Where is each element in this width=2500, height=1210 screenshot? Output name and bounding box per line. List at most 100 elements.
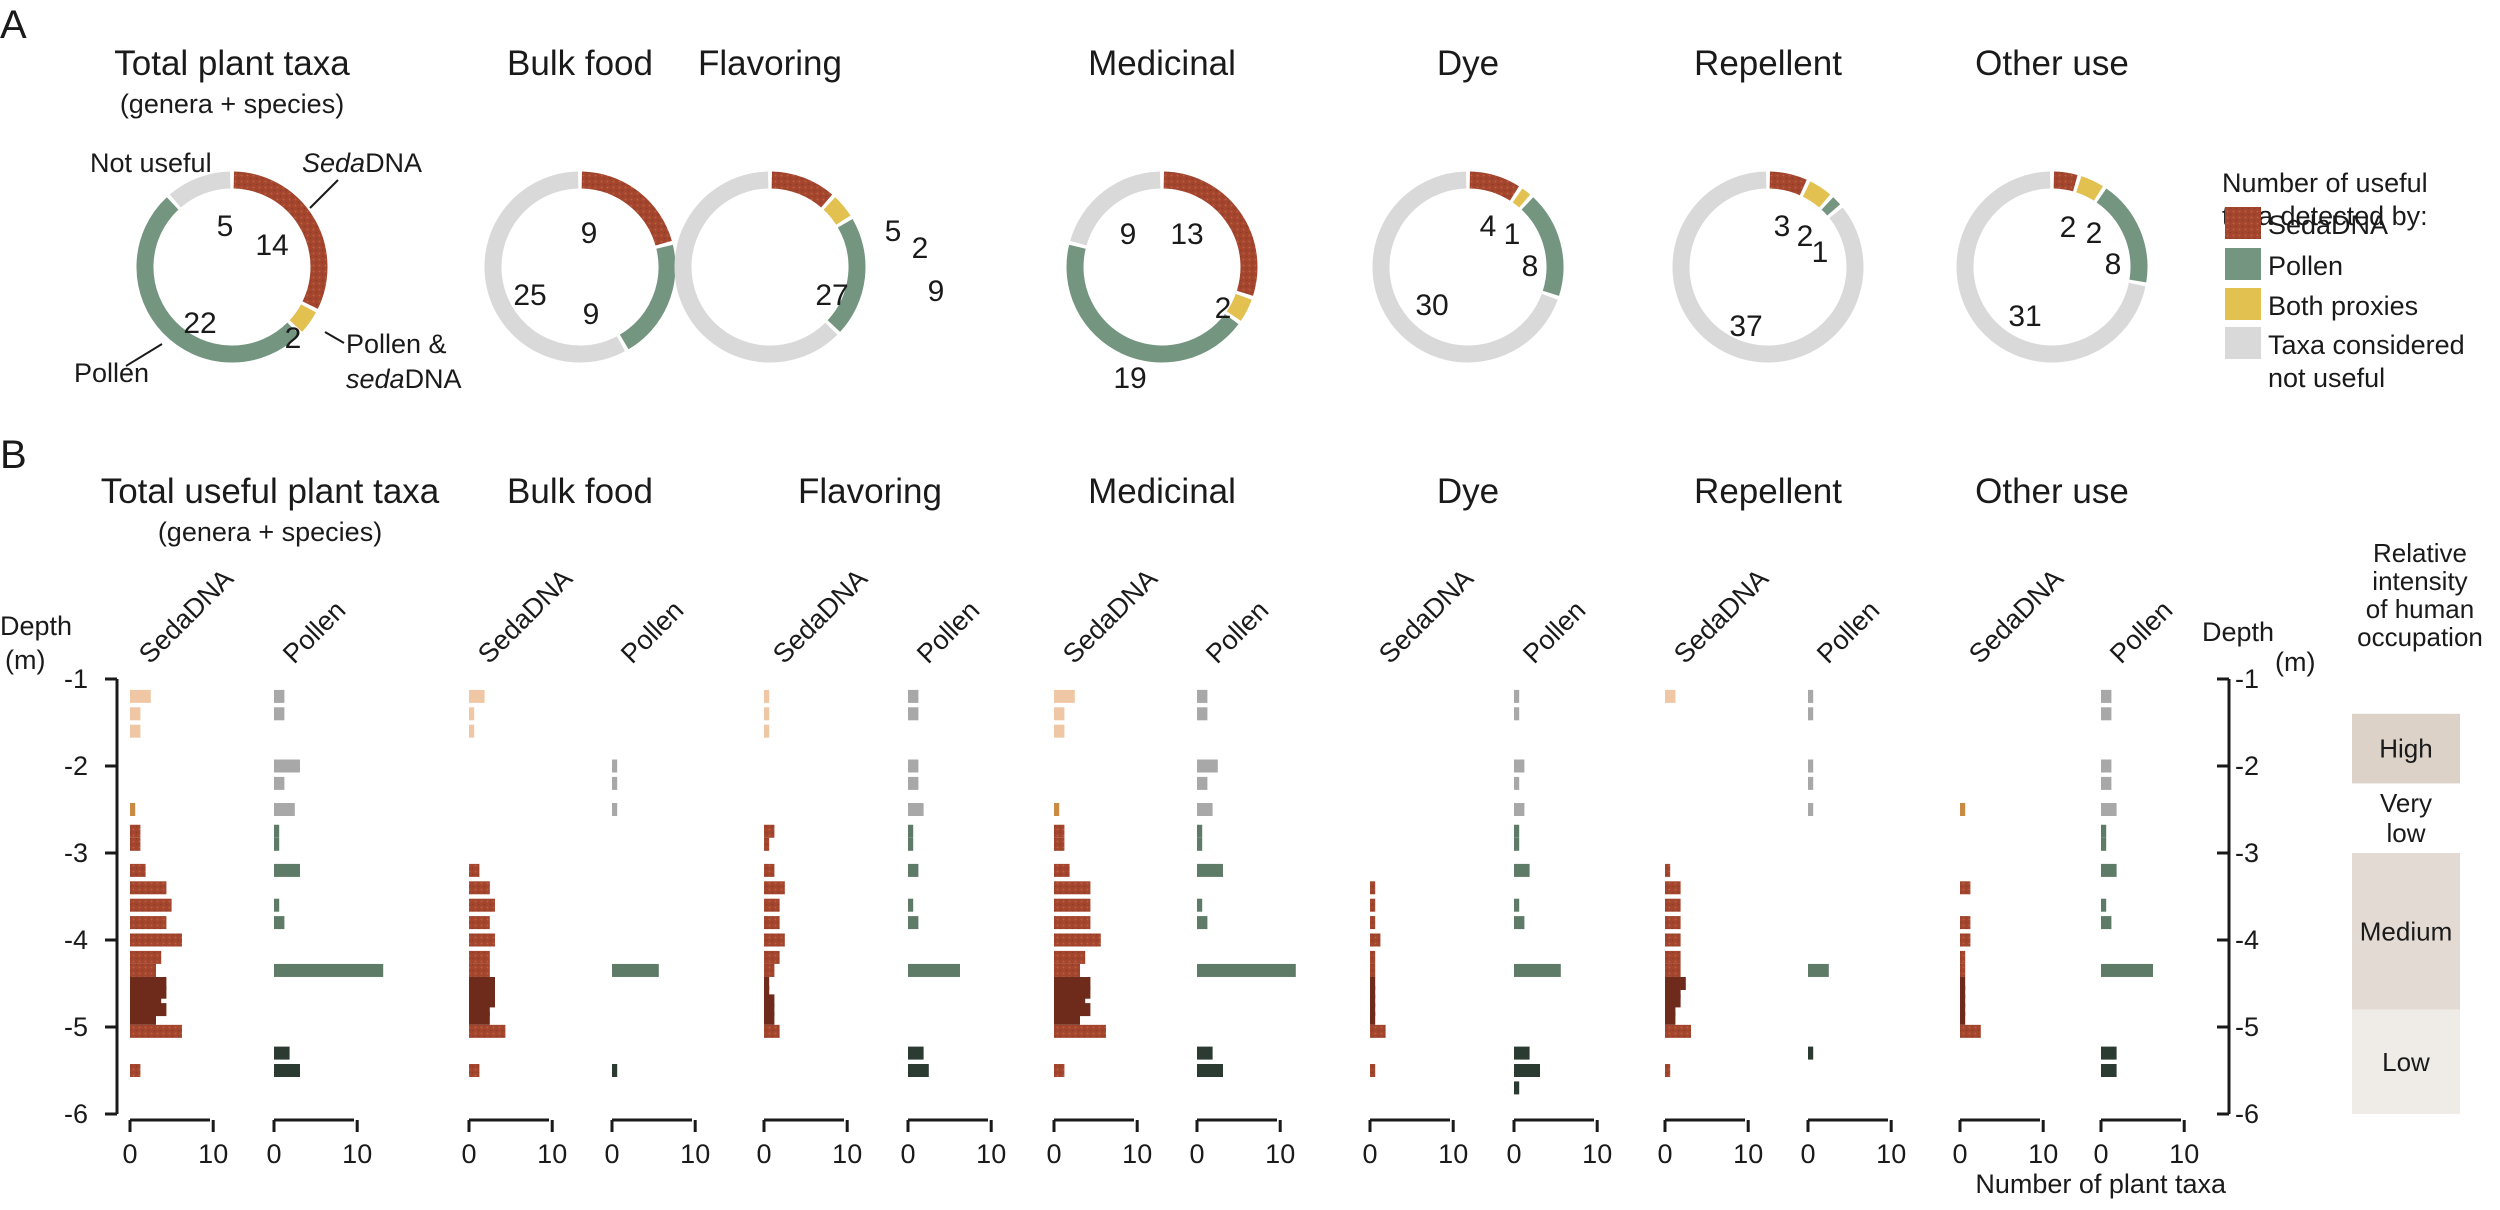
sedadna-bar: [1665, 963, 1681, 977]
pollen-bar: [1808, 707, 1814, 721]
donut-slice-pollen: [1521, 197, 1564, 296]
sedadna-bar: [130, 950, 162, 964]
x-axis: 0 10: [1189, 1118, 1295, 1169]
column-pollen: Pollen 0 10: [1800, 595, 1906, 1169]
sedadna-bar: [1054, 803, 1060, 816]
pollen-bar: [908, 898, 914, 912]
pollen-bar: [2101, 916, 2112, 930]
annotation-sedadna: SedaDNA: [302, 148, 422, 178]
x-axis: 0 10: [2093, 1118, 2199, 1169]
sedadna-bar: [1054, 824, 1065, 838]
pollen-bar: [1514, 689, 1520, 703]
y-tick-label-right: -2: [2235, 751, 2259, 781]
pollen-bar: [1197, 837, 1203, 851]
pollen-bar: [908, 759, 919, 773]
sedadna-bar: [1370, 985, 1376, 999]
pollen-bar: [908, 837, 914, 851]
legend-label: not useful: [2268, 363, 2385, 393]
sedadna-bar: [764, 994, 775, 1008]
x-axis: 0 10: [266, 1118, 372, 1169]
x-axis: 0 10: [756, 1118, 862, 1169]
sedadna-bar: [1054, 898, 1091, 912]
depth-group-medicinal: Medicinal SedaDNA 0 10 Pollen 0 10: [1046, 472, 1296, 1169]
sedadna-bar: [1370, 1011, 1376, 1025]
column-sedadna: SedaDNA 0 10: [1362, 563, 1479, 1169]
sedadna-bar: [1960, 963, 1966, 977]
pollen-bar: [1197, 803, 1213, 816]
pollen-bar: [1514, 1046, 1530, 1060]
panel-letter-a: A: [0, 3, 27, 47]
depth-group-bulk-food: Bulk food SedaDNA 0 10 Pollen 0 10: [461, 472, 710, 1169]
sedadna-bar: [1370, 994, 1376, 1008]
group-title: Medicinal: [1088, 472, 1236, 511]
x-tick-label: 10: [342, 1139, 372, 1169]
legend-swatch-pollen: [2225, 248, 2261, 280]
pollen-bar: [1197, 776, 1208, 790]
sedadna-bar: [1370, 963, 1376, 977]
sedadna-bar: [764, 933, 785, 947]
pollen-bar: [1514, 1081, 1520, 1095]
legend-title: Number of useful: [2222, 168, 2428, 198]
pollen-bar: [612, 963, 659, 977]
legend-label: SedaDNA: [2268, 210, 2388, 240]
donut-value-label: 2: [2086, 217, 2103, 250]
donut-title: Medicinal: [1088, 44, 1236, 83]
sedadna-bar: [1665, 1064, 1671, 1077]
donut-title: Total plant taxa: [114, 44, 350, 83]
column-label-pollen: Pollen: [1811, 595, 1885, 669]
donut-slice-not-useful: [1372, 171, 1558, 363]
sedadna-bar: [764, 707, 770, 721]
sedadna-bar: [1054, 707, 1065, 721]
column-sedadna: SedaDNA 0 10: [756, 563, 873, 1169]
y-tick-label-right: -4: [2235, 925, 2259, 955]
sedadna-bar: [1960, 881, 1971, 895]
x-axis: 0 10: [1657, 1118, 1763, 1169]
pollen-bar: [908, 916, 919, 930]
column-sedadna: SedaDNA 0 10: [122, 563, 239, 1169]
x-tick-label: 0: [1506, 1139, 1521, 1169]
pollen-bar: [1808, 963, 1829, 977]
sedadna-bar: [1665, 689, 1676, 703]
x-axis: 0 10: [604, 1118, 710, 1169]
sedadna-bar: [1665, 863, 1671, 877]
y-tick-label-right: -3: [2235, 838, 2259, 868]
donut-slice-not-useful: [1956, 171, 2146, 363]
donut-slice-sedadna: [1469, 171, 1520, 201]
sedadna-bar: [1054, 963, 1080, 977]
sedadna-bar: [1054, 1064, 1065, 1077]
sedadna-bar: [1054, 1011, 1080, 1025]
pollen-bar: [1197, 707, 1208, 721]
donut-title: Dye: [1437, 44, 1499, 83]
y-tick-label: -6: [64, 1099, 88, 1129]
pollen-bar: [1197, 759, 1218, 773]
y-tick-label: -1: [64, 664, 88, 694]
y-axis-left: Depth (m) -1 -2 -3 -4 -5 -6: [0, 611, 119, 1129]
sedadna-bar: [469, 933, 495, 947]
sedadna-bar: [1054, 933, 1101, 947]
column-label-pollen: Pollen: [2104, 595, 2178, 669]
donut-slice-both-proxies: [1512, 188, 1531, 208]
legend-swatch-dna: [2225, 207, 2261, 239]
sedadna-bar: [130, 963, 156, 977]
sedadna-bar: [1960, 1003, 1966, 1017]
column-sedadna: SedaDNA 0 10: [461, 563, 578, 1169]
pollen-bar: [274, 689, 285, 703]
donut-other-use: Other use 2 28 31: [1956, 44, 2148, 363]
pollen-bar: [908, 1046, 924, 1060]
donut-value-label: 13: [1170, 218, 1203, 251]
group-subtitle: (genera + species): [158, 517, 382, 547]
pollen-bar: [274, 916, 285, 930]
donut-value-label: 31: [2008, 300, 2041, 333]
column-pollen: Pollen 0 10: [604, 595, 710, 1169]
pollen-bar: [1514, 916, 1525, 930]
sedadna-bar: [130, 933, 182, 947]
sedadna-bar: [1370, 916, 1376, 930]
pollen-bar: [274, 837, 280, 851]
donut-value-label: 27: [815, 279, 848, 312]
sedadna-bar: [1665, 1011, 1676, 1025]
donut-value-label: 19: [1113, 362, 1146, 395]
pollen-bar: [274, 863, 300, 877]
donut-value-label: 22: [183, 307, 216, 340]
sedadna-bar: [130, 916, 167, 930]
donut-value-label: 1: [1504, 218, 1521, 251]
